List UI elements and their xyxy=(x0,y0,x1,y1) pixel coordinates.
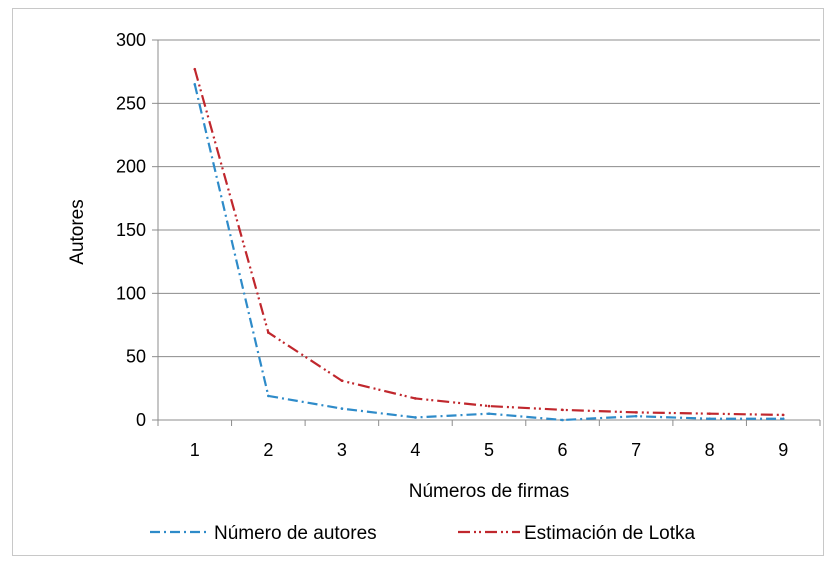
x-tick-label: 4 xyxy=(410,440,420,460)
legend-label-1: Número de autores xyxy=(214,523,377,544)
axes xyxy=(152,39,821,426)
y-tick-label: 0 xyxy=(136,410,146,430)
y-axis-title: Autores xyxy=(67,199,88,264)
data-point xyxy=(781,417,785,421)
gridlines xyxy=(158,39,820,358)
x-tick-label: 3 xyxy=(337,440,347,460)
data-point xyxy=(340,407,344,410)
data-point xyxy=(634,414,638,418)
data-point xyxy=(267,394,270,398)
data-point xyxy=(193,67,197,71)
chart-frame xyxy=(12,8,824,556)
legend-label-2: Estimación de Lotka xyxy=(524,523,696,544)
data-point xyxy=(634,411,638,414)
x-tick-label: 2 xyxy=(263,440,273,460)
y-tick-label: 100 xyxy=(116,283,146,303)
data-point xyxy=(487,412,491,415)
data-point xyxy=(561,408,564,412)
y-tick-label: 50 xyxy=(126,347,146,367)
series-line-1 xyxy=(193,84,784,422)
x-tick-label: 1 xyxy=(190,440,200,460)
y-tick-label: 200 xyxy=(116,157,146,177)
data-point xyxy=(561,418,564,422)
x-axis-title: Números de firmas xyxy=(409,481,570,502)
y-tick-labels: 0 50 100 150 200 250 300 xyxy=(116,30,146,430)
data-point xyxy=(781,413,785,417)
series-lines xyxy=(193,67,785,422)
x-tick-label: 7 xyxy=(631,440,641,460)
legend: Número de autores Estimación de Lotka xyxy=(150,523,696,544)
y-tick-label: 300 xyxy=(116,30,146,50)
y-tick-label: 250 xyxy=(116,93,146,113)
x-tick-label: 6 xyxy=(558,440,568,460)
x-tick-labels: 1 2 3 4 5 6 7 8 9 xyxy=(190,440,788,460)
data-point xyxy=(267,331,270,334)
series-line-2 xyxy=(193,68,784,417)
y-tick-label: 150 xyxy=(116,220,146,240)
x-tick-label: 5 xyxy=(484,440,494,460)
data-point xyxy=(708,417,711,421)
x-tick-label: 8 xyxy=(705,440,715,460)
data-point xyxy=(708,412,711,415)
x-tick-label: 9 xyxy=(778,440,788,460)
data-point xyxy=(414,416,417,419)
data-point xyxy=(487,404,491,408)
data-point xyxy=(414,397,417,400)
data-point xyxy=(340,379,344,383)
data-point xyxy=(193,83,197,86)
